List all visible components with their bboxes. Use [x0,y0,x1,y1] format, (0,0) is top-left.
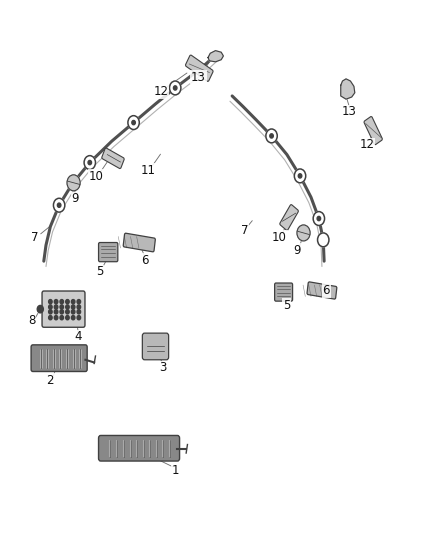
FancyBboxPatch shape [99,243,118,262]
Circle shape [66,300,69,304]
FancyBboxPatch shape [142,333,169,360]
Circle shape [77,305,81,309]
Text: 10: 10 [272,231,287,244]
Circle shape [313,212,325,225]
Circle shape [128,116,139,130]
Circle shape [60,310,64,314]
Circle shape [53,198,65,212]
FancyBboxPatch shape [280,205,298,230]
FancyBboxPatch shape [186,55,213,82]
Text: 13: 13 [342,106,357,118]
Circle shape [49,316,52,320]
FancyBboxPatch shape [123,233,155,252]
Circle shape [71,305,75,309]
Circle shape [66,316,69,320]
Text: 9: 9 [71,192,79,205]
FancyBboxPatch shape [42,291,85,327]
Polygon shape [341,79,355,99]
FancyBboxPatch shape [275,283,293,301]
Circle shape [266,129,277,143]
Text: 1: 1 [171,464,179,477]
Circle shape [71,300,75,304]
Circle shape [77,310,81,314]
Circle shape [170,81,181,95]
Circle shape [132,120,135,125]
Text: 2: 2 [46,374,54,386]
Circle shape [49,300,52,304]
Text: 3: 3 [159,361,166,374]
Circle shape [54,310,58,314]
Circle shape [77,316,81,320]
Text: 12: 12 [360,139,374,151]
Circle shape [37,305,43,313]
Circle shape [66,305,69,309]
Circle shape [270,134,273,138]
Circle shape [60,305,64,309]
Text: 4: 4 [74,330,82,343]
Circle shape [54,316,58,320]
Text: 7: 7 [240,224,248,237]
Circle shape [60,316,64,320]
Circle shape [57,203,61,207]
Circle shape [84,156,95,169]
Text: 11: 11 [141,164,155,177]
Circle shape [317,216,321,221]
Circle shape [49,305,52,309]
Circle shape [173,86,177,90]
Circle shape [297,225,310,241]
Text: 8: 8 [28,314,35,327]
Circle shape [49,310,52,314]
Text: 9: 9 [293,244,301,257]
Text: 6: 6 [322,284,330,297]
Circle shape [60,300,64,304]
Circle shape [318,233,329,247]
Circle shape [298,174,302,178]
Circle shape [88,160,92,165]
Text: 13: 13 [191,71,206,84]
Circle shape [294,169,306,183]
Text: 5: 5 [283,299,290,312]
Circle shape [54,300,58,304]
Circle shape [54,305,58,309]
Text: 6: 6 [141,254,148,266]
Text: 10: 10 [89,170,104,183]
Text: 12: 12 [154,85,169,98]
Text: 5: 5 [96,265,103,278]
FancyBboxPatch shape [102,148,124,168]
FancyBboxPatch shape [307,282,337,299]
Text: 7: 7 [31,231,39,244]
Circle shape [77,300,81,304]
Circle shape [67,175,80,191]
Polygon shape [208,51,223,62]
Circle shape [66,310,69,314]
Circle shape [71,316,75,320]
FancyBboxPatch shape [99,435,180,461]
FancyBboxPatch shape [364,117,382,144]
FancyBboxPatch shape [31,345,87,372]
Circle shape [71,310,75,314]
